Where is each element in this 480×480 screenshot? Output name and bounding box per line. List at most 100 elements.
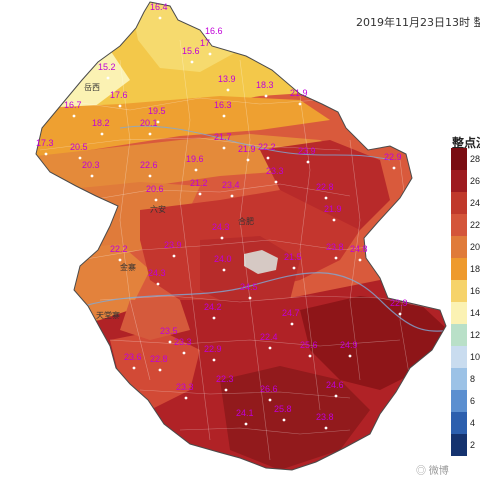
station-dot xyxy=(298,102,302,106)
station-reading: 16.3 xyxy=(214,100,232,110)
station-reading: 24.2 xyxy=(204,302,222,312)
station-dot xyxy=(266,156,270,160)
legend-swatch xyxy=(451,390,467,412)
station-dot xyxy=(158,16,162,20)
station-reading: 21.9 xyxy=(238,144,256,154)
station-reading: 22.8 xyxy=(316,182,334,192)
legend-swatch xyxy=(451,148,467,170)
place-label: 金寨 xyxy=(120,262,136,272)
legend-swatch xyxy=(451,434,467,456)
station-dot xyxy=(358,258,362,262)
legend-swatch xyxy=(451,324,467,346)
station-reading: 21.7 xyxy=(214,132,232,142)
station-dot xyxy=(392,166,396,170)
station-reading: 22.8 xyxy=(150,354,168,364)
legend-swatch xyxy=(451,214,467,236)
station-dot xyxy=(212,358,216,362)
station-dot xyxy=(156,120,160,124)
station-reading: 23.5 xyxy=(160,326,178,336)
station-dot xyxy=(182,351,186,355)
station-dot xyxy=(118,258,122,262)
station-dot xyxy=(244,422,248,426)
legend-swatch xyxy=(451,368,467,390)
station-dot xyxy=(290,322,294,326)
legend-swatch xyxy=(451,280,467,302)
station-dot xyxy=(222,114,226,118)
station-dot xyxy=(172,254,176,258)
station-dot xyxy=(220,236,224,240)
station-dot xyxy=(348,354,352,358)
station-reading: 19.5 xyxy=(148,106,166,116)
station-dot xyxy=(194,168,198,172)
station-dot xyxy=(282,418,286,422)
station-reading: 23.9 xyxy=(164,240,182,250)
legend-label: 22 xyxy=(470,220,480,230)
station-reading: 24.5 xyxy=(240,282,258,292)
station-dot xyxy=(212,316,216,320)
legend-label: 2 xyxy=(470,440,476,450)
place-label: 岳西 xyxy=(84,82,100,92)
station-dot xyxy=(158,368,162,372)
legend-label: 12 xyxy=(470,330,480,340)
station-dot xyxy=(246,158,250,162)
station-dot xyxy=(44,152,48,156)
station-dot xyxy=(148,132,152,136)
station-dot xyxy=(148,174,152,178)
station-dot xyxy=(106,76,110,80)
station-dot xyxy=(78,156,82,160)
station-dot xyxy=(90,174,94,178)
legend-swatch xyxy=(451,258,467,280)
legend-label: 4 xyxy=(470,418,476,428)
station-dot xyxy=(168,340,172,344)
place-label: 六安 xyxy=(150,204,166,214)
station-reading: 22.3 xyxy=(216,374,234,384)
station-reading: 23.3 xyxy=(176,382,194,392)
station-dot xyxy=(332,218,336,222)
map-title: 2019年11月23日13时 整 xyxy=(356,16,480,29)
station-dot xyxy=(334,256,338,260)
station-reading: 21.5 xyxy=(284,252,302,262)
watermark: ◎ 微博 xyxy=(416,466,449,477)
station-dot xyxy=(334,394,338,398)
station-reading: 23.4 xyxy=(222,180,240,190)
station-dot xyxy=(72,114,76,118)
legend-label: 26 xyxy=(470,176,480,186)
station-reading: 16.7 xyxy=(64,100,82,110)
station-reading: 16.4 xyxy=(150,2,168,12)
station-reading: 19.6 xyxy=(186,154,204,164)
station-reading: 23.9 xyxy=(298,146,316,156)
legend-title: 整点温 xyxy=(452,136,480,150)
station-dot xyxy=(190,60,194,64)
station-dot xyxy=(198,192,202,196)
station-reading: 24.7 xyxy=(282,308,300,318)
station-dot xyxy=(213,40,217,44)
station-dot xyxy=(222,146,226,150)
station-reading: 24.1 xyxy=(236,408,254,418)
legend-swatch xyxy=(451,412,467,434)
station-reading: 24.0 xyxy=(214,254,232,264)
station-reading: 23.3 xyxy=(266,166,284,176)
station-reading: 17.6 xyxy=(110,90,128,100)
station-reading: 24.8 xyxy=(350,244,368,254)
station-dot xyxy=(292,266,296,270)
station-reading: 25.8 xyxy=(274,404,292,414)
station-reading: 17 xyxy=(200,38,210,48)
station-dot xyxy=(268,398,272,402)
station-dot xyxy=(224,388,228,392)
station-dot xyxy=(208,52,212,56)
station-reading: 24.6 xyxy=(326,380,344,390)
station-reading: 25.6 xyxy=(300,340,318,350)
station-reading: 21.9 xyxy=(324,204,342,214)
place-label: 合肥 xyxy=(238,216,254,226)
legend-swatch xyxy=(451,302,467,324)
station-reading: 23.8 xyxy=(316,412,334,422)
station-reading: 16.6 xyxy=(205,26,223,36)
legend: 28 26 24 22 20 18 16 14 12 10 8 6 4 2 xyxy=(451,148,480,458)
station-reading: 17.3 xyxy=(36,138,54,148)
station-dot xyxy=(248,296,252,300)
station-dot xyxy=(100,132,104,136)
station-reading: 26.6 xyxy=(260,384,278,394)
station-dot xyxy=(226,88,230,92)
legend-swatch xyxy=(451,192,467,214)
